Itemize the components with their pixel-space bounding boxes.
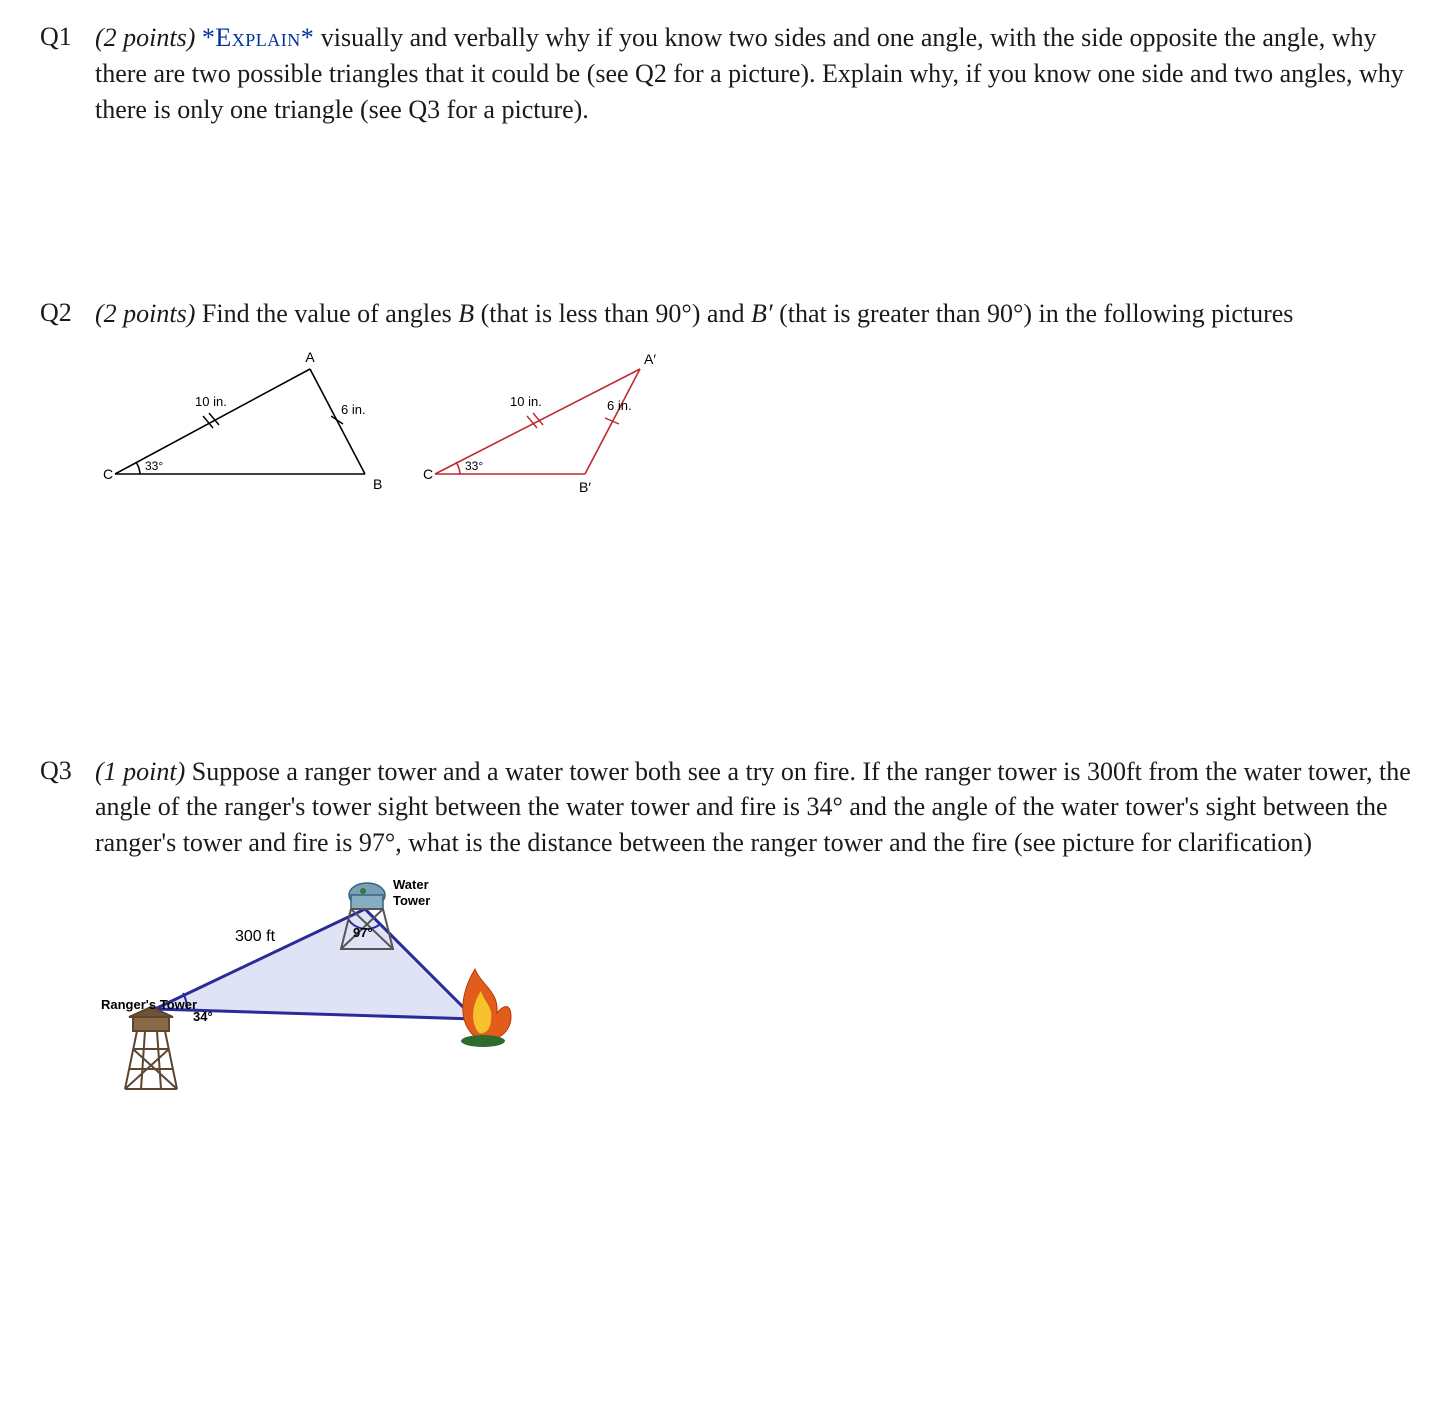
q3-dist-label: 300 ft	[235, 928, 276, 945]
q2-text-b: (that is less than 90°) and	[474, 299, 751, 328]
q2-points: (2 points)	[95, 299, 195, 328]
q2-tri1-angle-c: 33°	[145, 459, 163, 473]
fire-icon	[461, 969, 511, 1047]
q3-body: (1 point) Suppose a ranger tower and a w…	[95, 754, 1414, 862]
spacer	[40, 514, 1414, 754]
q3-angle-water: 97°	[353, 925, 373, 940]
spacer	[40, 136, 1414, 296]
ranger-tower-icon	[125, 1007, 177, 1089]
q2-tri1-B: B	[373, 476, 382, 492]
q3-water-label-1: Water	[393, 877, 429, 892]
question-q2: Q2 (2 points) Find the value of angles B…	[40, 296, 1414, 332]
question-q1: Q1 (2 points) *Explain* visually and ver…	[40, 20, 1414, 128]
q1-explain: *Explain*	[202, 23, 314, 52]
q2-tri1-A: A	[305, 349, 315, 365]
q3-figure: Ranger's Tower Water Tower 300 ft 34° 97…	[95, 869, 1414, 1129]
q2-tri2-angle-c: 33°	[465, 459, 483, 473]
q2-var-bp: B′	[751, 299, 773, 328]
q3-text: Suppose a ranger tower and a water tower…	[95, 757, 1411, 858]
q3-angle-ranger: 34°	[193, 1009, 213, 1024]
q1-points: (2 points)	[95, 23, 195, 52]
q2-tri1-side-ab: 6 in.	[341, 402, 366, 417]
q3-water-label-2: Tower	[393, 893, 430, 908]
q1-number: Q1	[40, 20, 95, 52]
q2-tri2-B: B′	[579, 479, 591, 495]
q2-body: (2 points) Find the value of angles B (t…	[95, 296, 1414, 332]
q2-tri2-side-ca: 10 in.	[510, 394, 542, 409]
q2-figure: A B C 10 in. 6 in. 33°	[95, 344, 1414, 514]
q3-triangle	[155, 909, 475, 1019]
q3-ranger-label: Ranger's Tower	[101, 997, 197, 1012]
q2-tri1-side-ca: 10 in.	[195, 394, 227, 409]
q3-number: Q3	[40, 754, 95, 786]
q2-text-a: Find the value of angles	[195, 299, 458, 328]
page: Q1 (2 points) *Explain* visually and ver…	[0, 0, 1454, 1169]
q2-text-c: (that is greater than 90°) in the follow…	[773, 299, 1294, 328]
q2-tri1-labels: A B C 10 in. 6 in. 33°	[103, 349, 382, 492]
q3-points: (1 point)	[95, 757, 185, 786]
q2-tri1-C: C	[103, 466, 113, 482]
question-q3: Q3 (1 point) Suppose a ranger tower and …	[40, 754, 1414, 862]
q2-tri2-A: A′	[644, 351, 656, 367]
q2-number: Q2	[40, 296, 95, 328]
q3-svg: Ranger's Tower Water Tower 300 ft 34° 97…	[95, 869, 575, 1129]
q2-svg: A B C 10 in. 6 in. 33°	[95, 344, 735, 514]
q2-tri2-C: C	[423, 466, 433, 482]
q2-var-b: B	[458, 299, 474, 328]
q1-body: (2 points) *Explain* visually and verbal…	[95, 20, 1414, 128]
q2-tri2-side-ab: 6 in.	[607, 398, 632, 413]
